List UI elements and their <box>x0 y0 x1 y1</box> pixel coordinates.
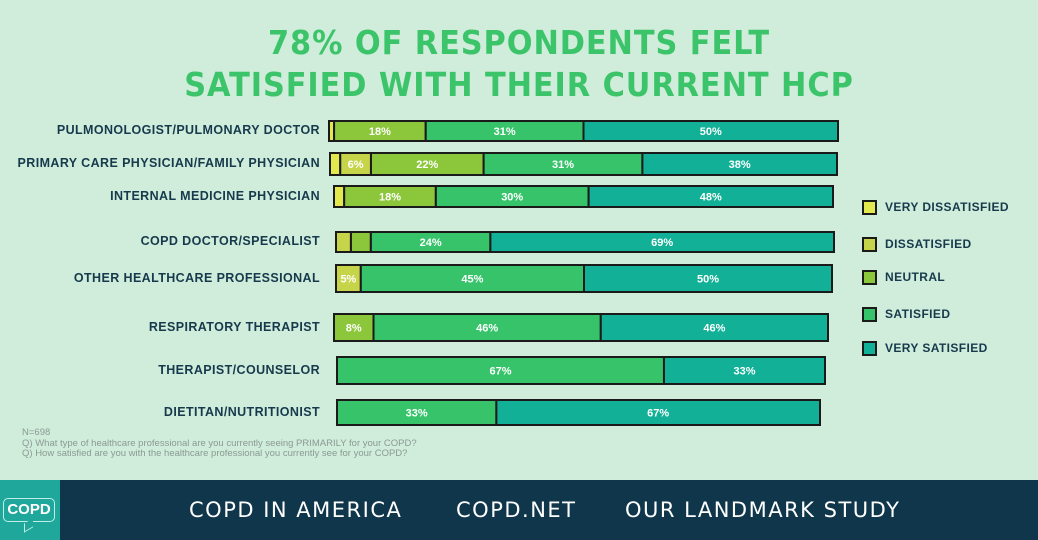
bar-row: 67% 33% <box>336 356 827 385</box>
category-label: INTERNAL MEDICINE PHYSICIAN <box>110 188 320 203</box>
data-label: 38% <box>729 159 751 171</box>
chart-title-line-2: SATISFIED WITH THEIR CURRENT HCP <box>184 65 854 104</box>
data-label: 48% <box>700 192 722 204</box>
bar-row: 5% 45% 50% <box>335 264 833 293</box>
sample-size: N=698 <box>22 427 51 438</box>
legend-item: VERY SATISFIED <box>862 339 988 357</box>
footer-bar: COPD COPD IN AMERICA COPD.NET OUR LANDMA… <box>0 480 1038 540</box>
data-label: 50% <box>700 126 722 138</box>
data-label: 67% <box>647 408 669 420</box>
data-label: 6% <box>348 159 364 171</box>
data-label: 69% <box>651 237 673 249</box>
data-label: 18% <box>379 192 401 204</box>
data-label: 30% <box>501 192 523 204</box>
bar-segment-very-satisfied <box>599 313 830 342</box>
legend-swatch <box>862 306 877 322</box>
bar-row: 18% 30% 48% <box>333 185 835 208</box>
data-label: 18% <box>369 126 391 138</box>
category-label: RESPIRATORY THERAPIST <box>148 319 320 334</box>
bar-segment-very-satisfied <box>495 399 821 426</box>
data-label: 31% <box>494 126 516 138</box>
question-1: Q) What type of healthcare professional … <box>22 437 417 449</box>
bar-segment-neutral <box>333 313 375 342</box>
bar-segment-dissatisfied <box>335 231 352 253</box>
bar-segment-satisfied <box>359 264 585 293</box>
legend-item: SATISFIED <box>862 305 950 323</box>
stacked-bar-chart: 18% 31% 50% 6% 22% 31% 38% 18% 30% 48% 24% 69% 5% 45%… <box>328 120 839 426</box>
logo-speech-bubble-icon: COPD <box>3 498 55 522</box>
bar-row: 24% 69% <box>335 231 835 253</box>
legend-label: VERY DISSATISFIED <box>885 200 1009 214</box>
bar-segment-very-satisfied <box>582 120 839 142</box>
bar-segment-very-satisfied <box>583 264 833 293</box>
bar-segment-very-dissatisfied <box>333 185 346 208</box>
footer-link-copd-in-america[interactable]: COPD IN AMERICA <box>189 498 403 522</box>
bar-row: 6% 22% 31% 38% <box>329 152 838 176</box>
category-label: PRIMARY CARE PHYSICIAN/FAMILY PHYSICIAN <box>17 156 320 170</box>
legend-label: DISSATISFIED <box>885 237 972 251</box>
bar-segment-very-satisfied <box>587 185 835 208</box>
chart-title-line-1: 78% OF RESPONDENTS FELT <box>268 23 770 62</box>
bar-segment-satisfied <box>372 313 602 342</box>
legend-swatch <box>862 340 877 356</box>
bar-segment-very-satisfied <box>662 356 827 385</box>
bar-segment-very-dissatisfied <box>329 152 342 176</box>
data-label: 8% <box>346 323 362 335</box>
bar-segment-very-satisfied <box>641 152 838 176</box>
data-label: 50% <box>697 274 719 286</box>
footnotes: N=698 Q) What type of healthcare profess… <box>22 427 417 460</box>
category-label: THERAPIST/COUNSELOR <box>158 362 320 377</box>
copd-logo[interactable]: COPD <box>0 480 60 540</box>
data-label: 22% <box>416 159 438 171</box>
data-label: 31% <box>552 159 574 171</box>
data-label: 5% <box>340 274 356 286</box>
bar-segment-satisfied <box>336 356 665 385</box>
category-label: COPD DOCTOR/SPECIALIST <box>140 234 320 248</box>
data-label: 33% <box>406 408 428 420</box>
footer-link-landmark-study[interactable]: OUR LANDMARK STUDY <box>625 498 901 522</box>
bar-row: 33% 67% <box>336 399 821 426</box>
legend-item: VERY DISSATISFIED <box>862 198 1009 216</box>
legend-item: DISSATISFIED <box>862 235 972 253</box>
data-label: 24% <box>420 237 442 249</box>
bar-row: 8% 46% 46% <box>333 313 830 342</box>
data-label: 45% <box>461 274 483 286</box>
data-label: 33% <box>733 366 755 378</box>
legend-swatch <box>862 236 877 252</box>
legend-item: NEUTRAL <box>862 268 945 286</box>
legend-label: NEUTRAL <box>885 270 946 284</box>
legend-label: SATISFIED <box>885 307 951 321</box>
bar-segment-neutral <box>349 231 372 253</box>
legend-swatch <box>862 199 877 215</box>
question-2: Q) How satisfied are you with the health… <box>22 448 408 459</box>
data-label: 46% <box>476 323 498 335</box>
bar-segment-very-satisfied <box>489 231 835 253</box>
legend-label: VERY SATISFIED <box>885 341 988 355</box>
bar-row: 18% 31% 50% <box>328 120 839 142</box>
category-label: PULMONOLOGIST/PULMONARY DOCTOR <box>56 123 320 137</box>
data-label: 46% <box>703 323 725 335</box>
footer-link-copd-net[interactable]: COPD.NET <box>456 498 577 522</box>
data-label: 67% <box>489 366 511 378</box>
category-label: DIETITAN/NUTRITIONIST <box>163 404 320 419</box>
category-label: OTHER HEALTHCARE PROFESSIONAL <box>73 270 320 285</box>
legend-swatch <box>862 269 877 285</box>
chart-title: 78% OF RESPONDENTS FELT SATISFIED WITH T… <box>42 22 997 106</box>
